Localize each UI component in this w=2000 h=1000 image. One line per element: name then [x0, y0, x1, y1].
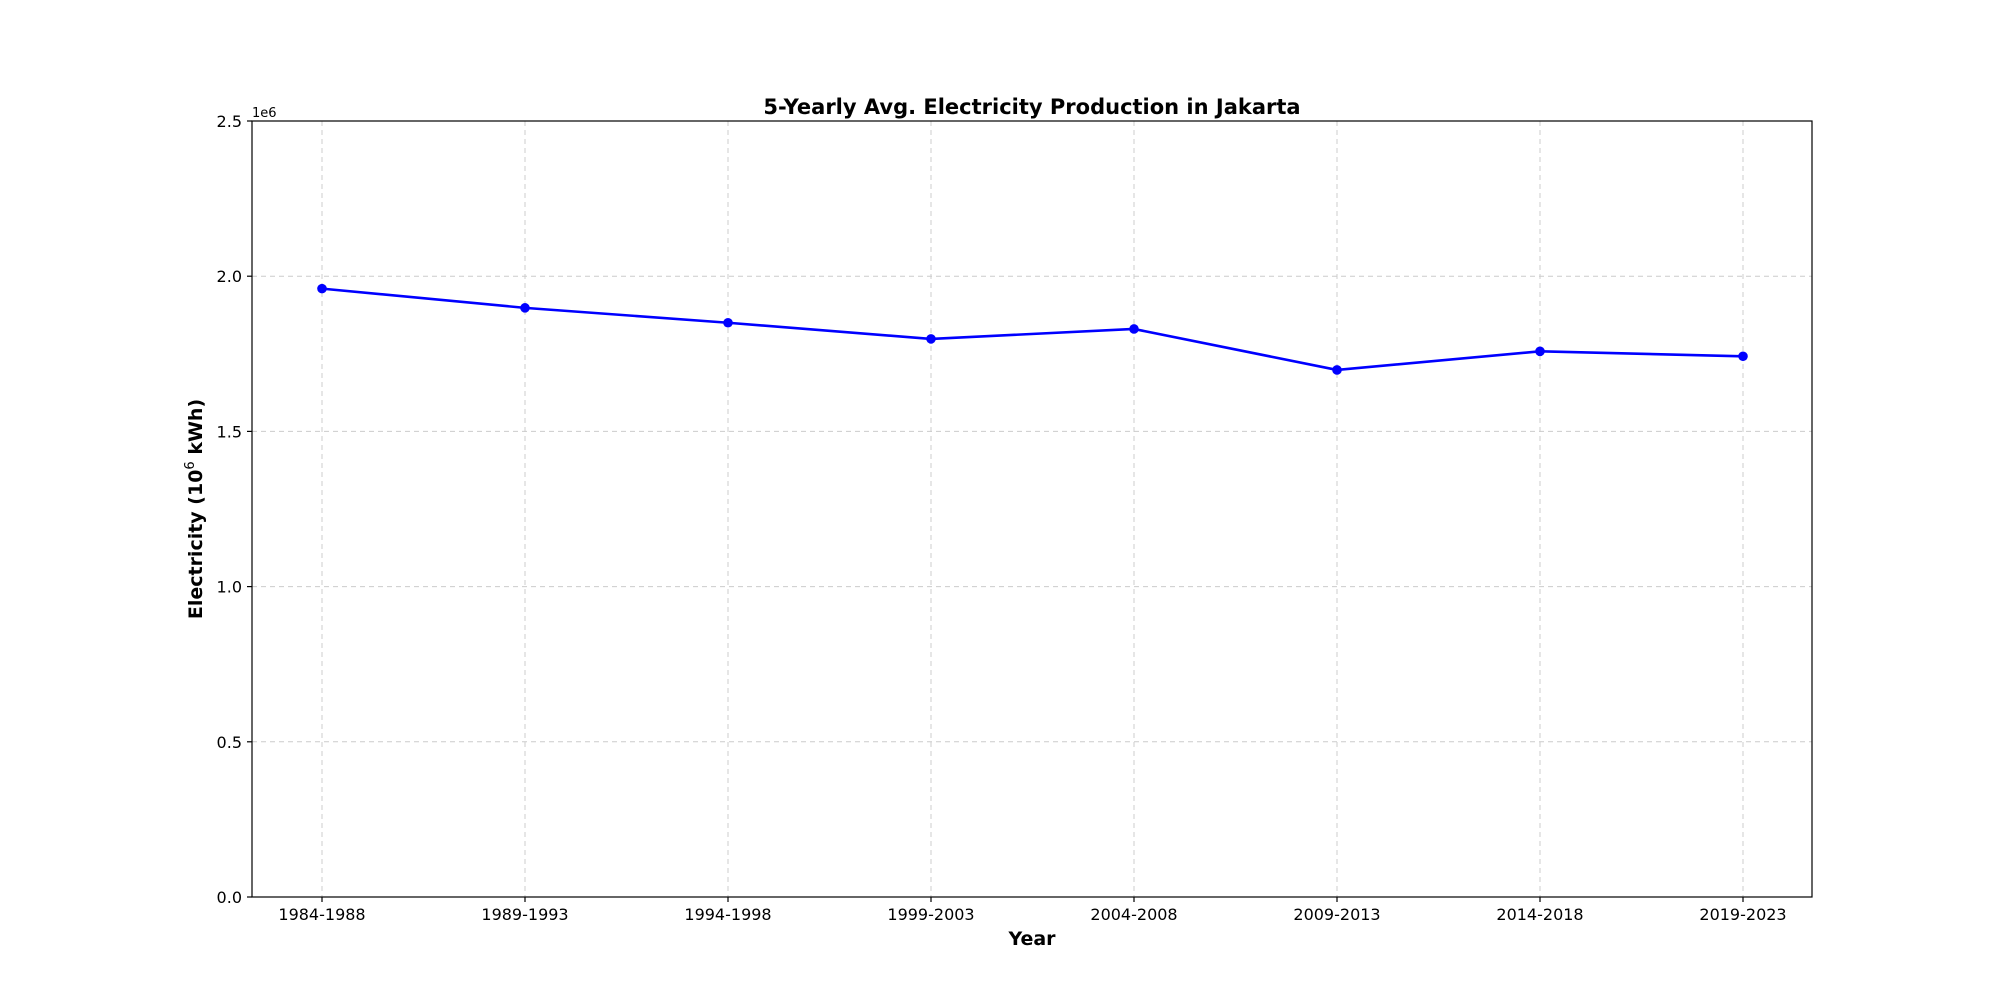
series-layer [317, 283, 1748, 375]
y-tick-label: 2.5 [217, 112, 242, 131]
y-tick-label: 2.0 [217, 267, 242, 286]
series-line [321, 287, 1744, 372]
data-point [1738, 351, 1748, 362]
data-point [317, 283, 327, 294]
data-point [926, 334, 936, 344]
x-tick-label: 2009-2013 [1293, 905, 1380, 924]
data-point [1332, 365, 1342, 375]
chart-title: 5-Yearly Avg. Electricity Production in … [763, 95, 1300, 119]
x-tick-label: 1989-1993 [481, 905, 568, 924]
y-tick-label: 1.0 [217, 578, 242, 597]
data-point [1129, 324, 1139, 334]
y-axis-label-main: Electricity (10 [185, 470, 207, 620]
y-tick-label: 0.5 [217, 733, 242, 752]
x-axis-label: Year [1007, 928, 1056, 950]
y-axis-label-superscript: 6 [183, 461, 198, 469]
y-axis-label-suffix: kWh) [185, 399, 207, 461]
x-tick-label: 1984-1988 [278, 905, 365, 924]
x-tick-label: 2014-2018 [1496, 905, 1583, 924]
x-tick-label: 2019-2023 [1699, 905, 1786, 924]
axis-ticks: 1984-1988 1989-1993 1994-1998 1999-2003 2004… [217, 112, 1787, 924]
y-offset-label: 1e6 [252, 106, 277, 121]
x-tick-label: 2004-2008 [1090, 905, 1177, 924]
y-tick-label: 0.0 [217, 888, 242, 907]
data-point [1535, 346, 1545, 357]
y-tick-label: 1.5 [217, 422, 242, 441]
data-point [520, 303, 530, 313]
grid [252, 120, 1812, 898]
x-tick-label: 1999-2003 [887, 905, 974, 924]
data-point [723, 317, 733, 328]
x-tick-label: 1994-1998 [684, 905, 771, 924]
y-axis-label: Electricity (106 kWh) [183, 399, 207, 619]
plot-frame [251, 120, 1813, 898]
